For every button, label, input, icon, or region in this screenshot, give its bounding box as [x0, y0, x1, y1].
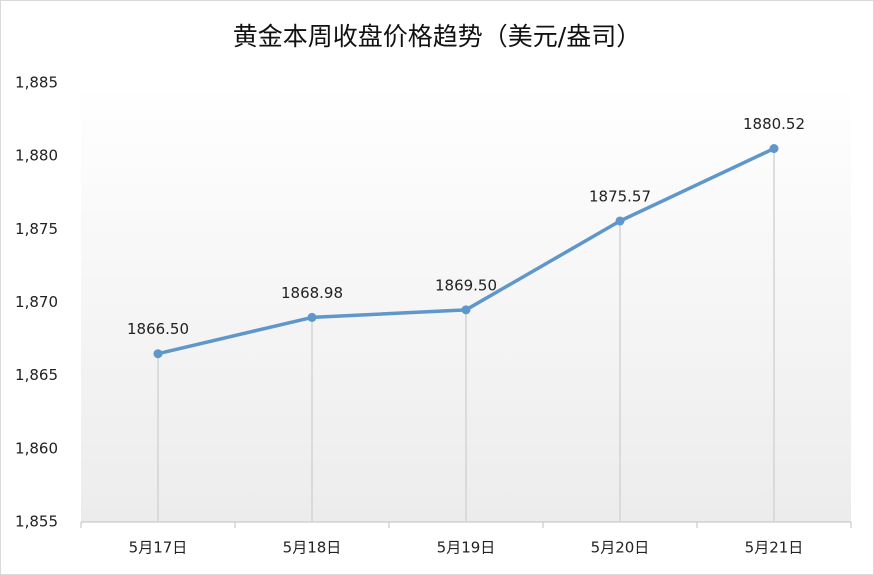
chart-title: 黄金本周收盘价格趋势（美元/盎司）	[233, 22, 641, 51]
point	[769, 144, 779, 154]
data-label: 1880.52	[743, 115, 805, 133]
point	[153, 349, 163, 359]
y-tick-label: 1,875	[15, 220, 58, 238]
x-tick-label: 5月20日	[591, 539, 650, 557]
point	[307, 312, 317, 322]
y-tick-label: 1,870	[15, 293, 58, 311]
y-tick-label: 1,885	[15, 74, 58, 92]
y-tick-label: 1,880	[15, 147, 58, 165]
data-label: 1875.57	[589, 187, 651, 205]
x-tick-label: 5月18日	[283, 539, 342, 557]
y-tick-label: 1,855	[15, 513, 58, 531]
x-tick-label: 5月17日	[129, 539, 188, 557]
data-label: 1866.50	[127, 320, 189, 338]
x-tick-label: 5月21日	[745, 539, 804, 557]
data-label: 1868.98	[281, 284, 343, 302]
y-tick-label: 1,865	[15, 366, 58, 384]
x-tick-label: 5月19日	[437, 539, 496, 557]
y-tick-label: 1,860	[15, 439, 58, 457]
data-label: 1869.50	[435, 276, 497, 294]
point	[615, 216, 625, 226]
point	[461, 305, 471, 315]
